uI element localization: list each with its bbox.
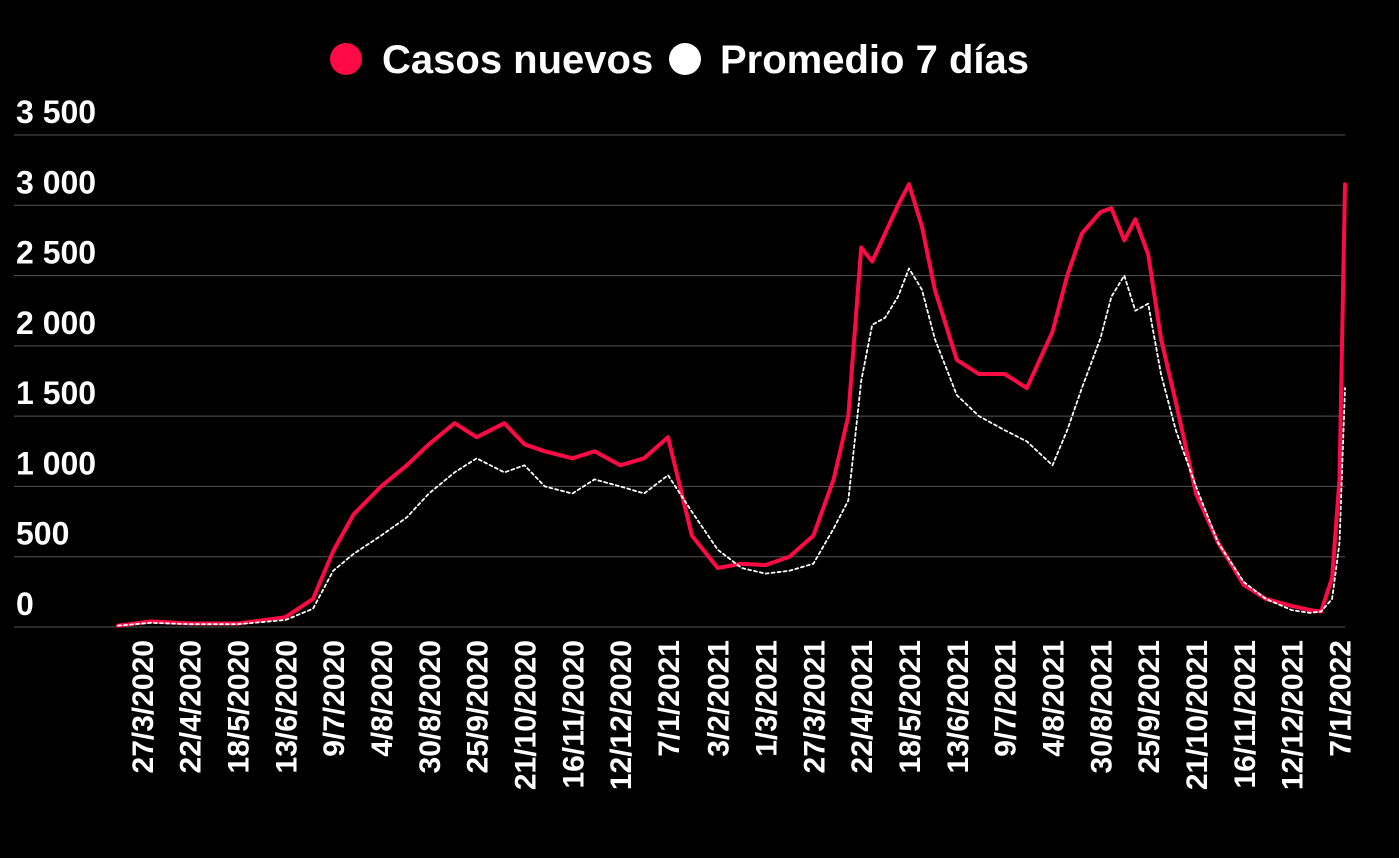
x-tick-label: 13/6/2020 <box>270 640 303 773</box>
x-tick-label: 16/11/2020 <box>557 640 590 789</box>
x-tick-label: 7/1/2022 <box>1324 640 1357 757</box>
x-tick-label: 21/10/2021 <box>1181 640 1214 790</box>
legend-dot-promedio-7-dias <box>669 43 701 75</box>
x-tick-label: 4/8/2021 <box>1038 640 1071 757</box>
x-tick-label: 25/9/2020 <box>462 640 495 773</box>
x-tick-label: 12/12/2021 <box>1277 640 1310 790</box>
x-tick-label: 18/5/2021 <box>894 640 927 773</box>
gridlines <box>14 134 1345 628</box>
x-tick-label: 9/7/2021 <box>990 640 1023 757</box>
x-tick-label: 18/5/2020 <box>223 640 256 773</box>
x-tick-label: 25/9/2021 <box>1133 640 1166 773</box>
legend-label-promedio-7-dias: Promedio 7 días <box>720 38 1029 82</box>
series-line-casos-nuevos <box>116 182 1347 628</box>
y-tick-label: 1 500 <box>16 375 96 411</box>
y-tick-label: 3 000 <box>16 164 96 200</box>
series <box>116 182 1347 628</box>
x-axis: 27/3/2020 22/4/2020 18/5/2020 13/6/2020 9/7/… <box>127 640 1358 790</box>
legend-dot-casos-nuevos <box>330 43 362 75</box>
y-tick-label: 2 500 <box>16 235 96 271</box>
x-tick-label: 22/4/2020 <box>175 640 208 773</box>
x-tick-label: 27/3/2021 <box>798 640 831 773</box>
x-tick-label: 3/2/2021 <box>703 640 736 757</box>
x-tick-label: 16/11/2021 <box>1229 640 1262 789</box>
y-axis: 0 500 1 000 1 500 2 000 2 500 3 000 3 500 <box>16 94 96 622</box>
x-tick-label: 1/3/2021 <box>751 640 784 757</box>
y-tick-label: 0 <box>16 586 34 622</box>
y-tick-label: 3 500 <box>16 94 96 130</box>
x-tick-label: 12/12/2020 <box>605 640 638 790</box>
y-tick-label: 500 <box>16 516 69 552</box>
legend: Casos nuevos Promedio 7 días <box>330 38 1029 82</box>
x-tick-label: 21/10/2020 <box>510 640 543 790</box>
y-tick-label: 2 000 <box>16 305 96 341</box>
x-tick-label: 27/3/2020 <box>127 640 160 773</box>
x-tick-label: 4/8/2020 <box>366 640 399 757</box>
series-line-promedio-7-dias <box>117 267 1346 627</box>
x-tick-label: 9/7/2020 <box>318 640 351 757</box>
legend-label-casos-nuevos: Casos nuevos <box>382 38 653 82</box>
x-tick-label: 30/8/2021 <box>1085 640 1118 773</box>
x-tick-label: 22/4/2021 <box>846 640 879 773</box>
y-tick-label: 1 000 <box>16 445 96 481</box>
x-tick-label: 13/6/2021 <box>942 640 975 773</box>
x-tick-label: 7/1/2021 <box>653 640 686 757</box>
x-tick-label: 30/8/2020 <box>414 640 447 773</box>
